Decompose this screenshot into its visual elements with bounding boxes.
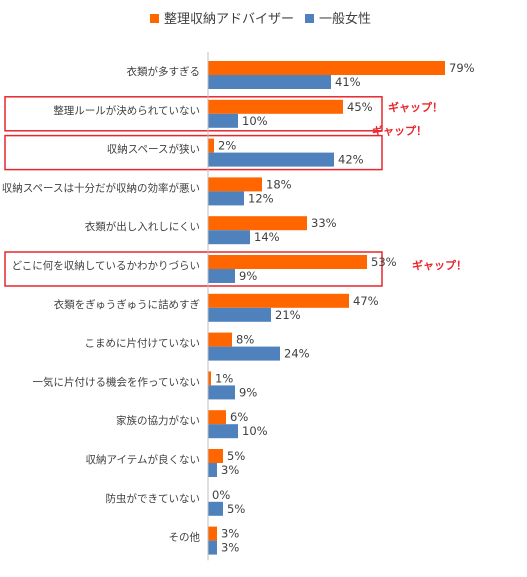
value-label: 42% (338, 153, 364, 167)
bar-advisor (208, 371, 211, 386)
legend-swatch (150, 14, 159, 23)
gap-annotation: ギャップ！ (412, 258, 467, 272)
bar-general-women (208, 346, 280, 361)
value-label: 53% (371, 255, 397, 269)
value-label: 21% (275, 308, 301, 322)
highlight-box (4, 134, 383, 171)
bar-advisor (208, 61, 445, 75)
value-label: 8% (236, 333, 254, 347)
category-label: 家族の協力がない (116, 414, 200, 427)
value-label: 12% (248, 191, 274, 205)
bar-advisor (208, 255, 367, 269)
category-label: どこに何を収納しているかわかりづらい (12, 259, 200, 272)
bars (208, 61, 445, 555)
legend-swatch (305, 14, 314, 23)
value-label: 6% (230, 410, 248, 424)
category-label: 衣類が多すぎる (127, 65, 201, 78)
category-label: 収納スペースは十分だが収納の効率が悪い (2, 181, 200, 194)
gap-annotation: ギャップ！ (388, 100, 443, 114)
bar-general-women (208, 307, 271, 322)
gap-annotations: ギャップ！ ギャップ！ ギャップ！ (372, 100, 467, 272)
bar-general-women (208, 230, 250, 245)
value-label: 33% (311, 216, 337, 230)
bar-general-women (208, 191, 244, 206)
category-label: 収納アイテムが良くない (86, 453, 200, 466)
value-label: 10% (242, 424, 268, 438)
value-label: 1% (215, 371, 233, 385)
value-label: 5% (227, 449, 245, 463)
category-label: 整理ルールが決められていない (53, 104, 200, 117)
value-label: 3% (221, 527, 239, 541)
bar-advisor (208, 526, 217, 541)
value-label: 3% (221, 463, 239, 477)
bar-advisor (208, 216, 307, 231)
value-label: 45% (347, 100, 373, 114)
bar-general-women (208, 424, 238, 439)
value-label: 5% (227, 502, 245, 516)
bar-advisor (208, 332, 232, 347)
highlight-boxes (4, 96, 383, 287)
bar-advisor (208, 138, 214, 153)
bar-advisor (208, 410, 226, 425)
bar-advisor (208, 177, 262, 192)
bar-general-women (208, 152, 334, 167)
category-label: その他 (169, 531, 201, 544)
value-label: 47% (353, 294, 379, 308)
bar-advisor (208, 99, 343, 114)
category-label: 収納スペースが狭い (107, 143, 200, 156)
highlight-box (4, 96, 383, 132)
category-label: 衣類をぎゅうぎゅうに詰めすぎ (54, 298, 200, 311)
bar-general-women (208, 463, 217, 477)
bar-general-women (208, 385, 235, 400)
value-label: 2% (218, 139, 236, 153)
bar-general-women (208, 75, 331, 89)
value-label: 0% (212, 488, 230, 502)
bar-general-women (208, 501, 223, 516)
value-label: 3% (221, 541, 239, 555)
value-label: 79% (449, 61, 475, 75)
highlight-box (4, 251, 383, 287)
value-label: 24% (284, 347, 310, 361)
bar-general-women (208, 113, 238, 128)
category-labels: 衣類が多すぎる整理ルールが決められていない収納スペースが狭い収納スペースは十分だ… (2, 65, 201, 544)
value-labels: 79% 41% 45% 10% 2% 42% 18%12% 33% 14% 53% 9% 47% 21%… (212, 61, 475, 555)
bar-advisor (208, 293, 349, 308)
legend-label: 一般女性 (319, 11, 371, 27)
value-label: 14% (254, 230, 280, 244)
legend: 整理収納アドバイザー 一般女性 (150, 11, 371, 27)
category-label: こまめに片付けていない (85, 337, 201, 350)
category-label: 一気に片付ける機会を作っていない (33, 375, 200, 388)
gap-annotation: ギャップ！ (372, 124, 427, 138)
legend-label: 整理収納アドバイザー (164, 12, 294, 27)
value-label: 10% (242, 114, 268, 128)
value-label: 9% (239, 385, 257, 399)
bar-advisor (208, 449, 223, 463)
category-label: 防虫ができていない (106, 492, 201, 505)
category-label: 衣類が出し入れしにくい (85, 220, 200, 233)
value-label: 18% (266, 177, 292, 191)
bar-general-women (208, 269, 235, 283)
value-label: 9% (239, 269, 257, 283)
value-label: 41% (335, 75, 361, 89)
bar-general-women (208, 540, 217, 555)
